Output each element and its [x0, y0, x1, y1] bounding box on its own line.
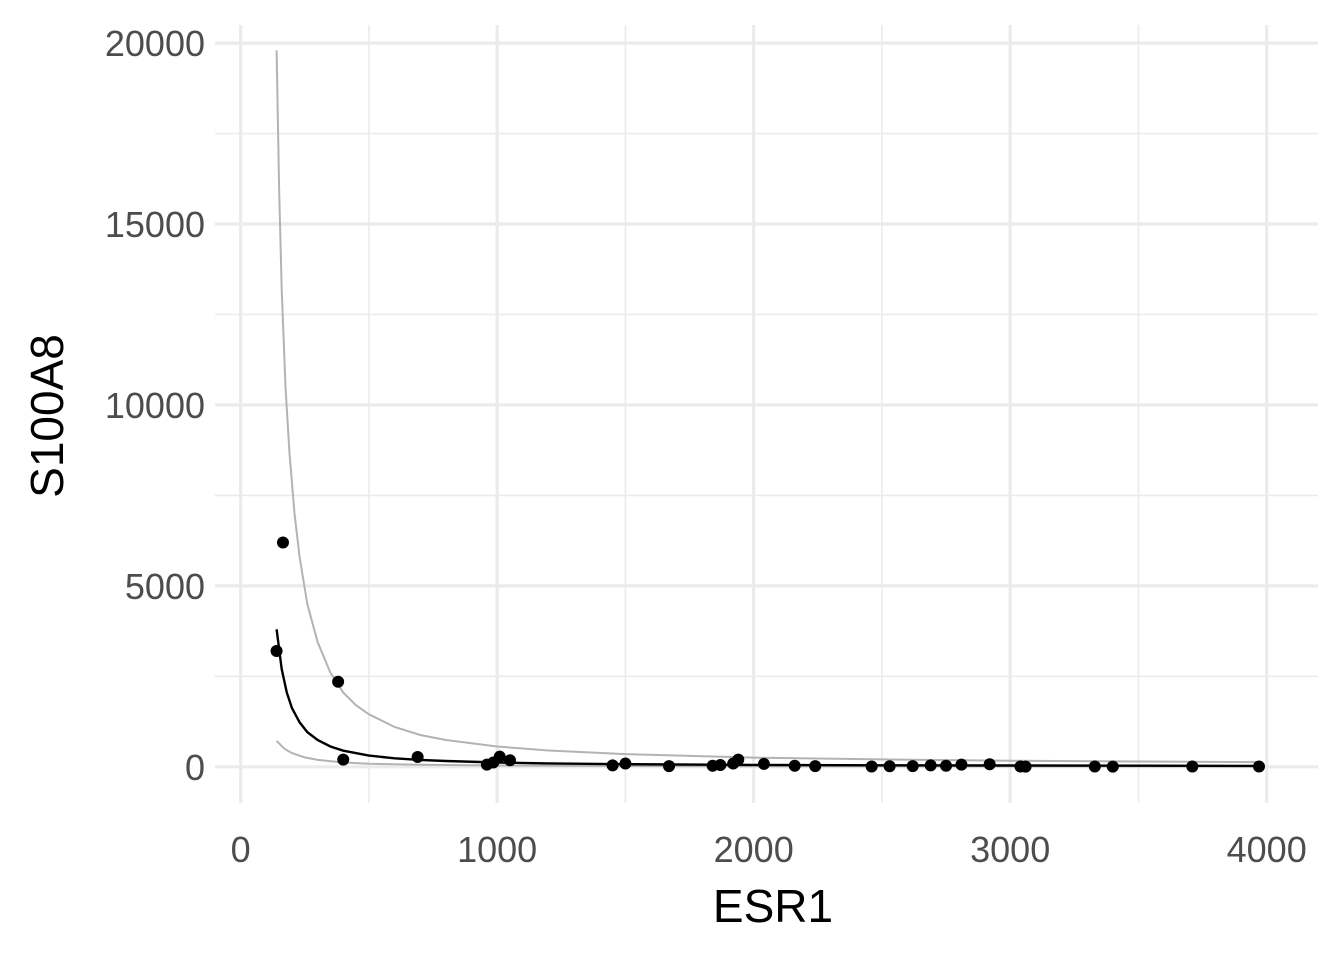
data-points [270, 536, 1266, 773]
data-point [906, 760, 919, 773]
fit-line [275, 629, 1260, 768]
data-point [1253, 760, 1266, 773]
y-tick-label: 15000 [105, 204, 205, 245]
y-axis-title: S100A8 [21, 334, 73, 498]
x-tick-label: 2000 [714, 829, 794, 870]
data-point [1088, 760, 1101, 773]
x-tick-label: 4000 [1227, 829, 1307, 870]
x-axis-title: ESR1 [713, 880, 833, 932]
y-tick-label: 20000 [105, 23, 205, 64]
data-point [924, 759, 937, 772]
data-point [411, 751, 424, 764]
x-tick-label: 0 [231, 829, 251, 870]
x-tick-label: 3000 [970, 829, 1050, 870]
data-point [606, 759, 619, 772]
y-axis-ticks: 0 5000 10000 15000 20000 [105, 23, 205, 788]
y-tick-label: 10000 [105, 385, 205, 426]
data-point [1106, 760, 1119, 773]
data-point [503, 754, 516, 767]
data-point [1019, 760, 1032, 773]
data-point [276, 536, 289, 549]
fit-curve [275, 629, 1260, 768]
data-point [332, 675, 345, 688]
data-point [865, 760, 878, 773]
data-point [955, 758, 968, 771]
band-upper-line [275, 50, 1260, 764]
data-point [788, 759, 801, 772]
data-point [337, 753, 350, 766]
y-tick-label: 0 [185, 747, 205, 788]
data-point [940, 759, 953, 772]
y-tick-label: 5000 [125, 566, 205, 607]
data-point [714, 759, 727, 772]
data-point [270, 645, 283, 658]
major-gridlines [215, 25, 1318, 803]
data-point [663, 760, 676, 773]
x-tick-label: 1000 [457, 829, 537, 870]
minor-gridlines [215, 25, 1318, 803]
data-point [883, 760, 896, 773]
data-point [619, 757, 632, 770]
data-point [757, 757, 770, 770]
data-point [809, 760, 822, 773]
data-point [1186, 760, 1199, 773]
data-point [732, 753, 745, 766]
data-point [983, 758, 996, 771]
x-axis-ticks: 0 1000 2000 3000 4000 [231, 829, 1307, 870]
data-point [493, 750, 506, 763]
confidence-band [275, 50, 1260, 768]
